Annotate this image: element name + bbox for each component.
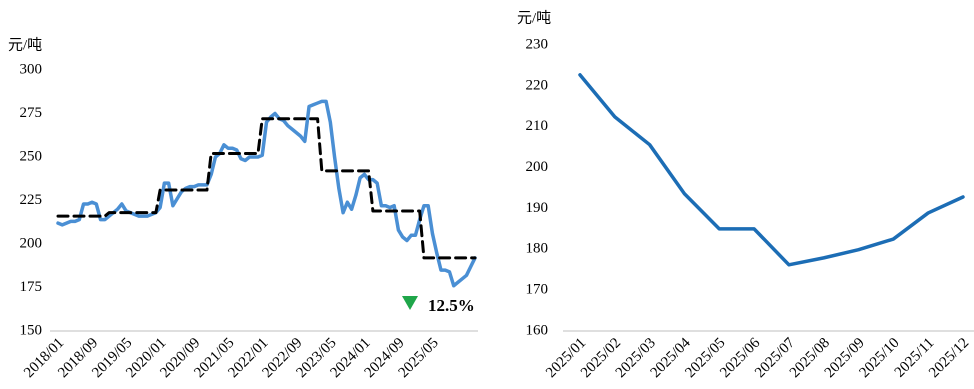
annotation: 12.5% [428, 296, 475, 315]
y-tick-label: 175 [20, 279, 43, 295]
down-arrow-icon [402, 296, 418, 310]
y-tick-label: 225 [20, 192, 43, 208]
y-tick-label: 170 [526, 282, 549, 298]
y-tick-label: 160 [526, 322, 549, 338]
y-axis-unit: 元/吨 [517, 9, 551, 26]
x-tick-label: 2025/12 [926, 335, 972, 381]
y-tick-label: 250 [20, 148, 43, 164]
y-tick-label: 150 [20, 322, 43, 338]
price-line [56, 99, 477, 288]
y-tick-label: 200 [526, 159, 549, 175]
y-tick-label: 180 [526, 241, 549, 257]
y-tick-label: 230 [526, 36, 549, 52]
y-tick-label: 275 [20, 105, 43, 121]
average-line [56, 117, 477, 260]
y-tick-label: 190 [526, 200, 549, 216]
y-axis-unit: 元/吨 [8, 36, 42, 53]
y-tick-label: 300 [20, 61, 43, 77]
y-tick-label: 210 [526, 118, 549, 134]
y-tick-label: 220 [526, 77, 549, 93]
y-tick-label: 200 [20, 235, 43, 251]
price-line [578, 73, 965, 267]
